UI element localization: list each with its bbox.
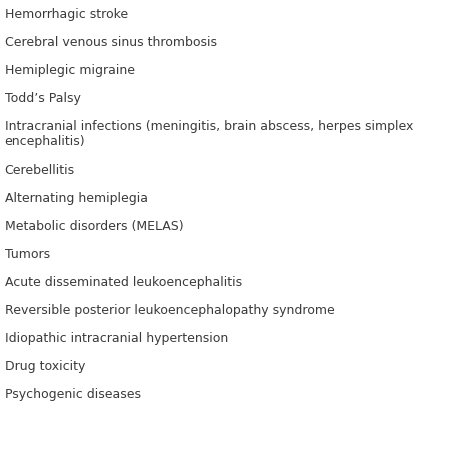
Text: Alternating hemiplegia: Alternating hemiplegia	[5, 192, 148, 205]
Text: Reversible posterior leukoencephalopathy syndrome: Reversible posterior leukoencephalopathy…	[5, 304, 335, 317]
Text: Metabolic disorders (MELAS): Metabolic disorders (MELAS)	[5, 220, 183, 233]
Text: Todd’s Palsy: Todd’s Palsy	[5, 92, 81, 105]
Text: Idiopathic intracranial hypertension: Idiopathic intracranial hypertension	[5, 332, 228, 345]
Text: Hemorrhagic stroke: Hemorrhagic stroke	[5, 8, 128, 21]
Text: Cerebellitis: Cerebellitis	[5, 164, 75, 177]
Text: Intracranial infections (meningitis, brain abscess, herpes simplex
encephalitis): Intracranial infections (meningitis, bra…	[5, 120, 413, 148]
Text: Drug toxicity: Drug toxicity	[5, 360, 85, 373]
Text: Tumors: Tumors	[5, 248, 50, 261]
Text: Hemiplegic migraine: Hemiplegic migraine	[5, 64, 135, 77]
Text: Psychogenic diseases: Psychogenic diseases	[5, 388, 141, 401]
Text: Acute disseminated leukoencephalitis: Acute disseminated leukoencephalitis	[5, 276, 242, 289]
Text: Cerebral venous sinus thrombosis: Cerebral venous sinus thrombosis	[5, 36, 217, 49]
